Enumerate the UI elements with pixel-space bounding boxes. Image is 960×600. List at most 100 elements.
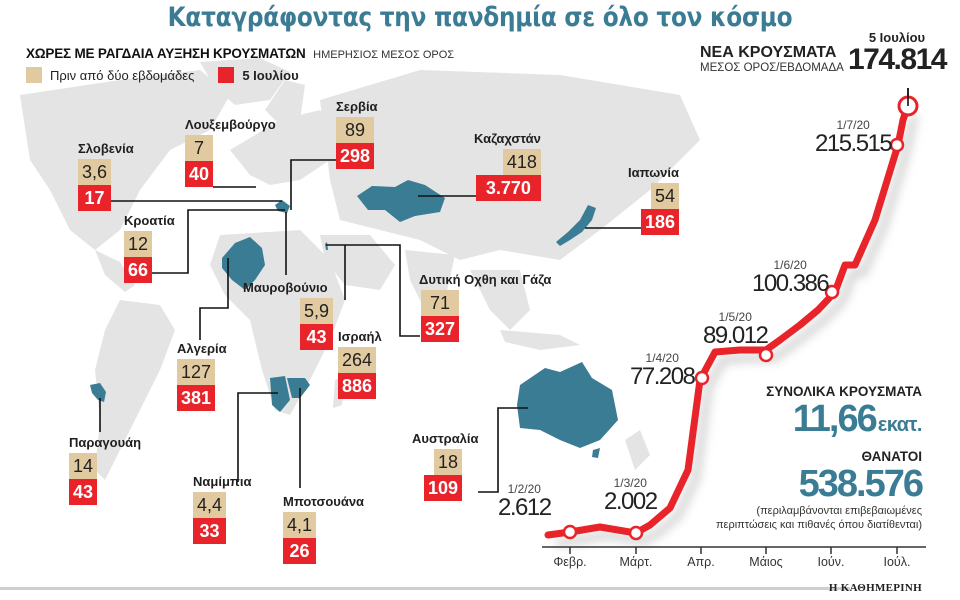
value-before: 418 (502, 149, 541, 175)
map-legend: Πριν από δύο εβδομάδες 5 Ιουλίου (26, 67, 323, 83)
country-name: Ιαπωνία (628, 165, 680, 180)
point-value: 77.208 (630, 363, 696, 390)
country-name: Αλγερία (177, 341, 227, 356)
point-label-feb: 1/2/20 2.612 (498, 482, 552, 521)
total-cases-value: 11,66 εκατ. (716, 398, 923, 445)
country-name: Ναμίμπια (193, 474, 252, 489)
country-montenegro: Μαυροβούνιο 5,9 43 (243, 280, 334, 350)
deaths-value: 538.576 (798, 463, 924, 505)
country-israel: Ισραήλ 264 886 (338, 329, 382, 399)
point-value: 89.012 (703, 322, 769, 349)
point-value: 2.612 (498, 494, 552, 521)
value-now: 66 (124, 257, 153, 283)
point-date: 1/2/20 (507, 482, 541, 496)
x-tick-label: Μάρτ. (619, 555, 653, 569)
value-before: 127 (177, 359, 216, 385)
value-now: 109 (423, 475, 463, 501)
country-luxembourg: Λουξεμβούργο 7 40 (185, 117, 276, 187)
value-before: 5,9 (300, 298, 334, 324)
deaths-label: ΘΑΝΑΤΟΙ (861, 449, 922, 464)
value-before: 4,4 (193, 492, 227, 518)
total-cases-label: ΣΥΝΟΛΙΚΑ ΚΡΟΥΣΜΑΤΑ (766, 384, 922, 399)
value-before: 4,1 (283, 512, 317, 538)
value-now: 26 (283, 538, 317, 564)
value-now: 186 (640, 209, 680, 235)
value-before: 12 (124, 231, 153, 257)
new-cases-subtitle: ΜΕΣΟΣ ΟΡΟΣ/ΕΒΔΟΜΑΔΑ (700, 62, 844, 74)
value-now: 298 (336, 143, 375, 169)
legend-item-before: Πριν από δύο εβδομάδες (26, 67, 194, 83)
x-tick-label: Ιούλ. (883, 555, 911, 569)
point-value: 100.386 (752, 270, 830, 297)
map-heading-light: ΗΜΕΡΗΣΙΟΣ ΜΕΣΟΣ ΟΡΟΣ (313, 49, 455, 61)
country-name: Μαυροβούνιο (243, 280, 328, 295)
country-japan: Ιαπωνία 54 186 (628, 165, 680, 235)
value-before: 71 (421, 290, 460, 316)
value-before: 89 (336, 117, 375, 143)
value-before: 18 (434, 449, 463, 475)
country-slovenia: Σλοβενία 3,6 17 (78, 141, 134, 211)
map-heading-bold: ΧΩΡΕΣ ΜΕ ΡΑΓΔΑΙΑ ΑΥΞΗΣΗ ΚΡΟΥΣΜΑΤΩΝ (26, 46, 306, 61)
value-now: 886 (338, 373, 377, 399)
point-value: 2.002 (604, 488, 658, 515)
value-now: 43 (300, 324, 334, 350)
total-cases-unit: εκατ. (877, 414, 923, 436)
point-date: 1/4/20 (645, 351, 679, 365)
x-tick-label: Ιούν. (817, 555, 845, 569)
country-australia: Αυστραλία 18 109 (412, 431, 479, 501)
country-name: Δυτική Οχθη και Γάζα (419, 272, 552, 287)
note-line: (περιλαμβάνονται επιβεβαιωμένες (756, 505, 922, 517)
value-now: 40 (185, 161, 214, 187)
country-kazakhstan: Καζαχστάν 418 3.770 (474, 131, 541, 201)
legend-swatch-tan (26, 67, 42, 83)
value-before: 3,6 (78, 159, 112, 185)
point-label-jun: 1/6/20 100.386 (752, 258, 830, 297)
country-name: Σερβία (336, 99, 378, 114)
country-name: Κροατία (124, 213, 175, 228)
country-west-bank-gaza: Δυτική Οχθη και Γάζα 71 327 (419, 272, 551, 342)
note-line: περιπτώσεις και πιθανές όπου διατίθενται… (715, 519, 922, 531)
point-date: 1/5/20 (718, 310, 752, 324)
x-tick-label: Φεβρ. (553, 555, 587, 569)
country-name: Σλοβενία (78, 141, 134, 156)
country-botswana: Μποτσουάνα 4,1 26 (283, 494, 364, 564)
country-name: Μποτσουάνα (283, 494, 365, 509)
value-now: 3.770 (475, 175, 541, 201)
map-heading: ΧΩΡΕΣ ΜΕ ΡΑΓΔΑΙΑ ΑΥΞΗΣΗ ΚΡΟΥΣΜΑΤΩΝ ΗΜΕΡΗ… (26, 46, 454, 61)
point-date: 1/6/20 (773, 258, 807, 272)
value-before: 54 (650, 183, 680, 209)
point-date: 1/7/20 (836, 118, 870, 132)
value-now: 381 (177, 385, 216, 411)
value-now: 33 (193, 518, 227, 544)
country-paraguay: Παραγουάη 14 43 (69, 435, 141, 505)
publisher-credit: Η ΚΑΘΗΜΕΡΙΝΗ (828, 582, 922, 594)
value-now: 327 (421, 316, 460, 342)
latest-number: 174.814 (848, 43, 947, 76)
point-label-apr: 1/4/20 77.208 (630, 351, 696, 390)
country-croatia: Κροατία 12 66 (124, 213, 175, 283)
value-before: 264 (338, 347, 377, 373)
country-name: Ισραήλ (338, 329, 382, 344)
country-serbia: Σερβία 89 298 (336, 99, 378, 169)
legend-label: Πριν από δύο εβδομάδες (50, 67, 195, 83)
point-label-may: 1/5/20 89.012 (703, 310, 769, 349)
x-tick-label: Απρ. (687, 555, 715, 569)
totals-panel: ΣΥΝΟΛΙΚΑ ΚΡΟΥΣΜΑΤΑ 11,66 εκατ. ΘΑΝΑΤΟΙ 53… (715, 384, 924, 532)
legend-item-now: 5 Ιουλίου (218, 67, 299, 83)
value-before: 14 (69, 453, 98, 479)
country-name: Αυστραλία (412, 431, 479, 446)
value-now: 43 (69, 479, 98, 505)
point-date: 1/3/20 (613, 476, 647, 490)
point-label-mar: 1/3/20 2.002 (604, 476, 658, 515)
total-cases-number: 11,66 (792, 398, 878, 440)
legend-label: 5 Ιουλίου (242, 67, 299, 83)
x-tick-label: Μάιος (749, 555, 783, 569)
page-title: Καταγράφοντας την πανδημία σε όλο τον κό… (167, 2, 793, 33)
country-name: Λουξεμβούργο (185, 117, 276, 132)
point-label-jul: 1/7/20 215.515 (815, 118, 893, 156)
new-cases-title: ΝΕΑ ΚΡΟΥΣΜΑΤΑ (700, 44, 837, 61)
latest-date: 5 Ιουλίου (868, 30, 926, 45)
